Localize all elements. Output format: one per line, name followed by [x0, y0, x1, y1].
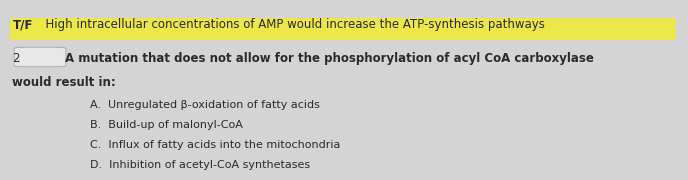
Text: High intracellular concentrations of AMP would increase the ATP-synthesis pathwa: High intracellular concentrations of AMP…	[38, 18, 545, 31]
Text: A.  Unregulated β-oxidation of fatty acids: A. Unregulated β-oxidation of fatty acid…	[90, 100, 320, 110]
Text: A mutation that does not allow for the phosphorylation of acyl CoA carboxylase: A mutation that does not allow for the p…	[65, 52, 594, 65]
Text: T/F: T/F	[13, 18, 34, 31]
Text: would result in:: would result in:	[12, 76, 116, 89]
FancyBboxPatch shape	[14, 47, 66, 67]
Text: B.  Build-up of malonyl-CoA: B. Build-up of malonyl-CoA	[90, 120, 243, 130]
Text: C.  Influx of fatty acids into the mitochondria: C. Influx of fatty acids into the mitoch…	[90, 140, 341, 150]
Text: 2: 2	[12, 52, 19, 65]
Text: D.  Inhibition of acetyl-CoA synthetases: D. Inhibition of acetyl-CoA synthetases	[90, 160, 310, 170]
FancyBboxPatch shape	[10, 18, 676, 40]
